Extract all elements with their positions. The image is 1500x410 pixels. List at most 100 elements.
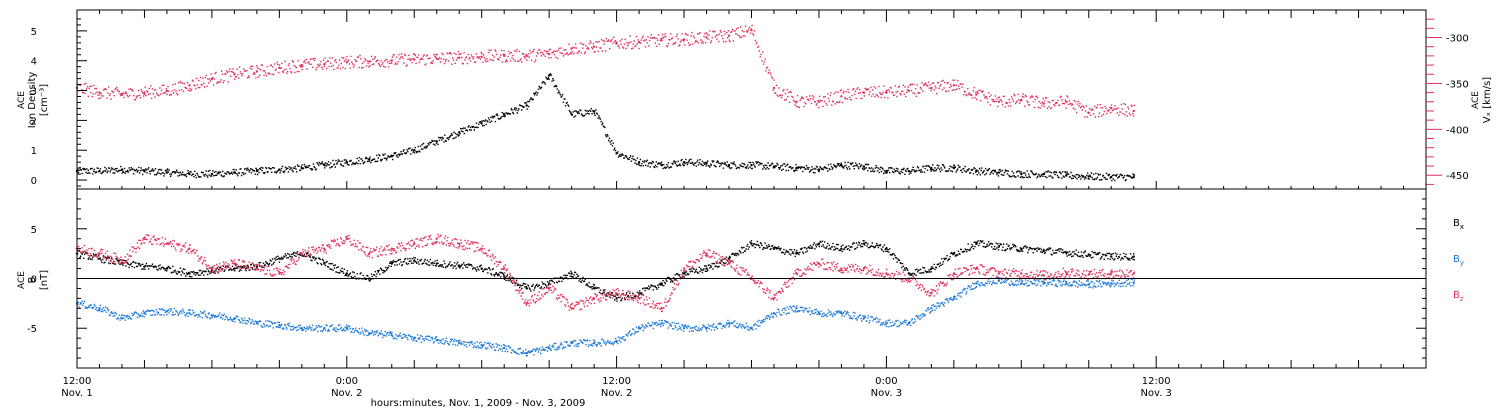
data-point [435,57,438,60]
data-point [233,317,236,320]
data-point [345,327,348,330]
data-point [1042,172,1046,176]
data-point [772,312,776,315]
data-point [795,100,798,104]
data-point [278,66,281,70]
data-point [233,171,236,174]
svg-text:Ion Density: Ion Density [27,72,38,129]
data-point [840,247,843,250]
data-point [705,36,708,39]
data-point [727,257,731,260]
data-point [772,86,776,90]
data-point [413,58,416,61]
data-point [188,312,191,315]
data-point [278,272,281,275]
data-point [300,252,303,255]
data-point [165,242,169,245]
scatter-cloud [77,233,1136,313]
data-point [570,341,573,345]
data-point [885,247,888,250]
data-point [210,172,214,176]
x-tick-time: 12:00 [1142,376,1171,387]
data-point [705,162,708,165]
data-point [210,314,214,317]
data-point [413,149,416,152]
data-point [300,63,303,67]
data-point [795,252,798,255]
data-point [323,163,326,167]
data-point [480,247,483,250]
x-axis-label: hours:minutes, Nov. 1, 2009 - Nov. 3, 20… [371,398,586,409]
data-point [345,272,348,275]
data-point [1087,253,1091,256]
scatter-cloud [77,73,1136,182]
data-point [975,282,978,285]
data-point [300,166,303,170]
y-tick-label: 3 [31,87,37,98]
data-point [390,334,393,337]
data-point [98,307,101,310]
data-point [1065,282,1068,285]
svg-text:ACE: ACE [1471,91,1481,109]
data-point [682,267,686,270]
data-point [188,272,191,275]
data-point [503,113,506,116]
data-point [143,237,146,240]
data-point [255,169,259,173]
data-point [278,168,281,171]
data-point [727,262,731,265]
data-point [637,40,641,44]
x-tick-date: Nov. 1 [61,388,92,399]
data-point [705,267,708,270]
data-point [975,242,978,245]
data-point [413,242,416,245]
data-point [682,161,686,164]
data-point [570,113,573,116]
x-tick-date: Nov. 2 [601,388,632,399]
b-axis-label: ACE B [nT] [17,270,50,290]
data-point [682,38,686,41]
data-point [480,343,483,347]
data-point [997,245,1000,248]
data-point [930,307,933,310]
y2-tick-label: -350 [1446,79,1469,90]
data-point [952,84,956,87]
data-point [1087,273,1091,276]
data-point [615,41,618,45]
data-point [458,242,461,245]
data-point [1065,100,1068,104]
data-point [413,337,416,340]
data-point [390,262,393,265]
scatter-cloud [77,276,1136,357]
data-point [930,166,933,170]
data-point [1110,282,1113,285]
data-point [413,259,416,262]
b-tick-label: 5 [31,225,37,236]
y2-tick-label: -450 [1446,171,1469,182]
data-point [390,59,393,62]
data-point [1065,251,1068,254]
data-point [975,169,978,173]
legend-bz: Bz [1453,290,1464,303]
svg-text:ACE: ACE [17,271,27,289]
data-point [615,297,618,300]
data-point [997,272,1000,275]
data-point [368,60,371,63]
data-point [503,267,506,270]
data-point [660,307,663,310]
ion-density-series [75,73,1136,182]
data-point [458,264,461,267]
data-point [817,242,821,245]
data-point [255,322,259,325]
data-point [750,242,753,245]
x-tick-time: 12:00 [602,376,631,387]
scatter-cloud [77,240,1136,302]
data-point [255,70,259,73]
data-point [750,327,753,330]
data-point [143,312,146,315]
data-point [368,252,371,255]
data-point [772,297,776,300]
y-tick-label: 0 [31,176,37,187]
data-point [682,327,686,330]
